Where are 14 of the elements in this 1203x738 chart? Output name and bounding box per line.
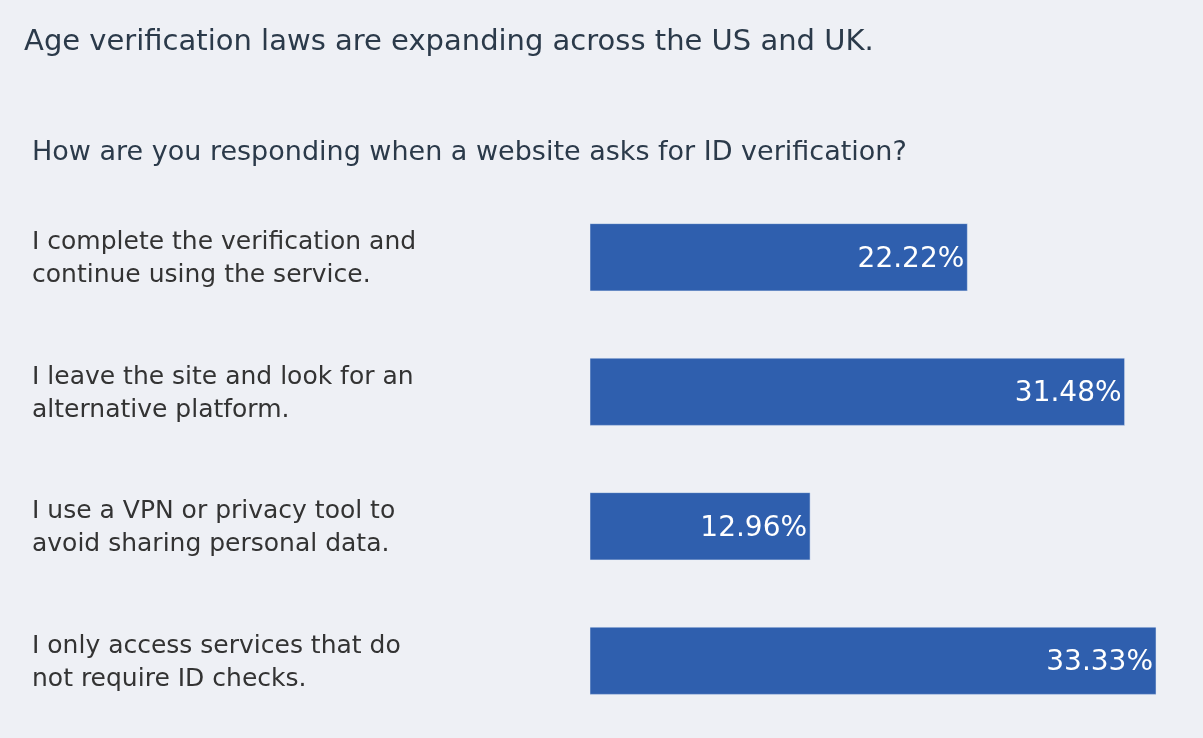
data-label: 12.96% xyxy=(700,509,808,543)
data-label: 31.48% xyxy=(1014,375,1122,409)
bar xyxy=(590,357,1125,426)
data-label: 33.33% xyxy=(1046,644,1154,678)
y-tick-label: I only access services that do not require ID checks. xyxy=(32,630,401,692)
bar xyxy=(590,223,968,292)
bar xyxy=(590,492,811,561)
chart-title: Age verification laws are expanding across the US and UK. xyxy=(24,22,874,57)
chart-subtitle: How are you responding when a website asks for ID verification? xyxy=(32,135,907,166)
bar xyxy=(590,626,1157,695)
y-tick-label: I complete the verification and continue using the service. xyxy=(32,226,417,288)
y-tick-label: I leave the site and look for an alternative platform. xyxy=(32,361,414,423)
y-tick-label: I use a VPN or privacy tool to avoid sharing personal data. xyxy=(32,495,396,557)
data-label: 22.22% xyxy=(857,240,965,274)
